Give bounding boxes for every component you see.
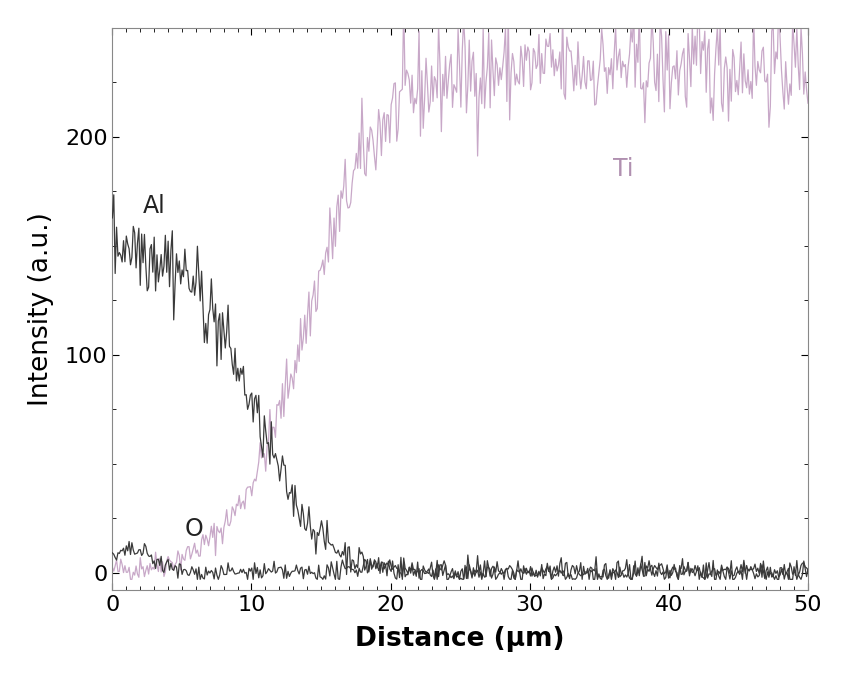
Text: O: O [184,517,203,541]
Text: Al: Al [143,194,166,218]
X-axis label: Distance (μm): Distance (μm) [355,626,565,652]
Text: Ti: Ti [613,157,634,181]
Y-axis label: Intensity (a.u.): Intensity (a.u.) [28,212,54,406]
